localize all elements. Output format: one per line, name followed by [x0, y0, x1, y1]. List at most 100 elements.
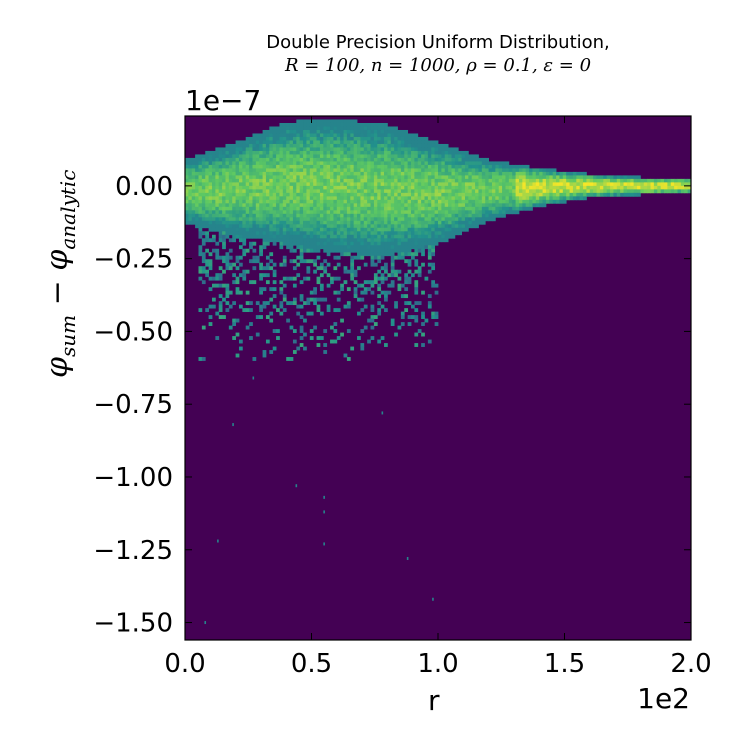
y-tick-label: −1.00 — [93, 463, 173, 493]
heatmap-cell — [377, 126, 382, 131]
heatmap-cell — [222, 157, 226, 162]
heatmap-cell — [384, 136, 388, 141]
heatmap-cell — [407, 203, 412, 208]
heatmap-cell — [323, 157, 328, 162]
heatmap-cell — [272, 269, 277, 274]
heatmap-cell — [276, 143, 280, 148]
heatmap-cell — [488, 192, 493, 197]
heatmap-cell — [384, 192, 388, 197]
heatmap-cell — [245, 224, 250, 229]
heatmap-cell — [508, 196, 513, 201]
heatmap-cell — [390, 129, 395, 134]
heatmap-cell — [238, 217, 243, 222]
heatmap-cell — [475, 196, 479, 201]
heatmap-cell — [336, 248, 341, 253]
heatmap-cell — [434, 161, 439, 166]
heatmap-cell — [367, 126, 371, 131]
heatmap-cell — [205, 150, 210, 155]
heatmap-cell — [235, 189, 240, 194]
heatmap-cell — [407, 175, 412, 180]
heatmap-cell — [370, 308, 375, 313]
heatmap-cell — [505, 189, 510, 194]
heatmap-cell — [380, 248, 385, 253]
heatmap-cell — [350, 126, 355, 131]
heatmap-cell — [353, 133, 358, 138]
heatmap-cell — [350, 122, 355, 127]
heatmap-cell — [421, 245, 425, 250]
heatmap-cell — [471, 220, 476, 225]
heatmap-cell — [326, 283, 331, 288]
heatmap-cell — [444, 206, 449, 211]
heatmap-cell — [427, 164, 432, 169]
heatmap-cell — [414, 189, 419, 194]
heatmap-cell — [569, 182, 574, 187]
heatmap-cell — [515, 203, 520, 208]
heatmap-cell — [316, 185, 321, 190]
heatmap-cell — [417, 192, 422, 197]
heatmap-cell — [441, 157, 446, 162]
heatmap-cell — [380, 168, 385, 173]
heatmap-cell — [208, 224, 213, 229]
heatmap-cell — [238, 227, 243, 232]
heatmap-cell — [508, 175, 513, 180]
heatmap-cell — [299, 255, 304, 260]
heatmap-cell — [441, 189, 446, 194]
heatmap-cell — [232, 336, 236, 340]
heatmap-cell — [262, 301, 267, 306]
heatmap-cell — [353, 255, 358, 260]
heatmap-cell — [232, 175, 236, 180]
heatmap-cell — [296, 147, 301, 152]
heatmap-cell — [201, 182, 206, 187]
heatmap-cell — [390, 262, 395, 267]
heatmap-cell — [424, 318, 429, 323]
heatmap-cell — [316, 227, 321, 232]
heatmap-cell — [340, 178, 344, 183]
heatmap-cell — [380, 290, 385, 295]
heatmap-cell — [289, 171, 294, 176]
heatmap-cell — [215, 273, 220, 278]
chart-title-line2: R = 100, n = 1000, ρ = 0.1, ε = 0 — [284, 55, 592, 76]
heatmap-cell — [249, 147, 253, 152]
heatmap-cell — [249, 140, 253, 145]
heatmap-cell — [316, 206, 321, 211]
heatmap-cell — [417, 224, 422, 229]
heatmap-cell — [276, 126, 280, 131]
heatmap-cell — [461, 171, 466, 176]
heatmap-cell — [373, 140, 378, 145]
heatmap-cell — [515, 175, 520, 180]
heatmap-cell — [238, 346, 243, 351]
heatmap-cell — [596, 175, 601, 180]
heatmap-cell — [269, 192, 274, 197]
heatmap-cell — [330, 157, 334, 162]
heatmap-cell — [424, 220, 429, 225]
heatmap-cell — [350, 245, 355, 250]
heatmap-cell — [458, 196, 463, 201]
heatmap-cell — [296, 217, 301, 222]
heatmap-cell — [505, 168, 510, 173]
heatmap-cell — [289, 122, 294, 127]
heatmap-cell — [316, 234, 321, 239]
heatmap-cell — [377, 192, 382, 197]
heatmap-cell — [370, 318, 375, 323]
heatmap-cell — [309, 329, 314, 333]
heatmap-cell — [269, 178, 274, 183]
heatmap-cell — [525, 203, 530, 208]
heatmap-cell — [198, 266, 203, 271]
heatmap-cell — [424, 245, 429, 250]
heatmap-cell — [272, 206, 277, 211]
heatmap-cell — [211, 182, 216, 187]
heatmap-cell — [370, 248, 375, 253]
heatmap-cell — [421, 210, 425, 215]
heatmap-cell — [438, 220, 442, 225]
heatmap-cell — [407, 206, 412, 211]
heatmap-cell — [296, 126, 301, 131]
heatmap-cell — [414, 301, 419, 306]
heatmap-cell — [417, 154, 422, 159]
heatmap-cell — [367, 231, 371, 236]
heatmap-cell — [282, 164, 287, 169]
heatmap-cell — [576, 185, 581, 190]
heatmap-cell — [201, 192, 206, 197]
heatmap-cell — [421, 157, 425, 162]
heatmap-cell — [363, 129, 368, 134]
heatmap-cell — [228, 192, 233, 197]
